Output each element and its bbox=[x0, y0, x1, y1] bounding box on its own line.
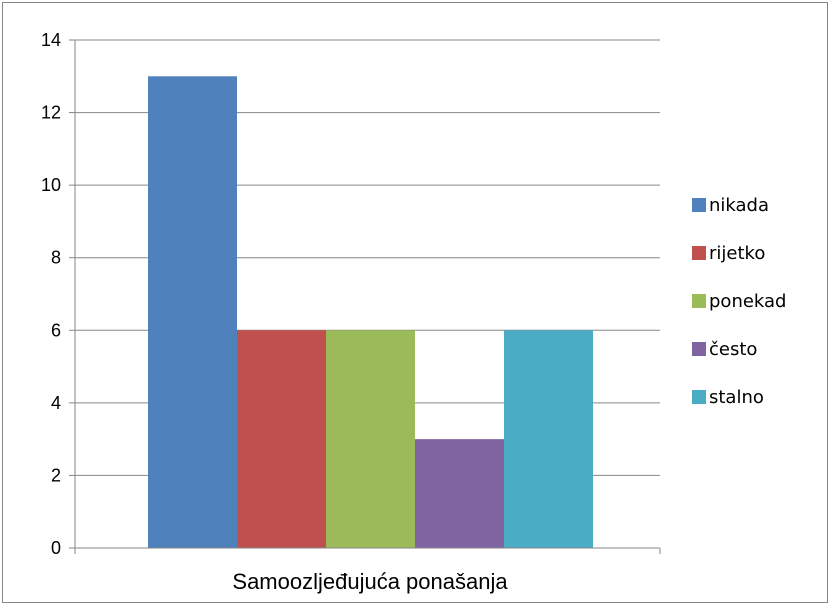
y-tick-label: 8 bbox=[51, 248, 61, 268]
bar-ponekad bbox=[326, 330, 415, 548]
legend-label-ponekad: ponekad bbox=[709, 291, 786, 312]
legend: nikada rijetko ponekad često stalno bbox=[692, 195, 786, 408]
legend-swatch-ponekad bbox=[692, 294, 706, 308]
bar-često bbox=[415, 439, 504, 548]
y-axis-ticks: 0 2 4 6 8 10 12 14 bbox=[41, 30, 75, 558]
legend-label-nikada: nikada bbox=[709, 195, 769, 216]
bars bbox=[148, 76, 593, 549]
y-tick-label: 12 bbox=[41, 103, 61, 123]
legend-swatch-stalno bbox=[692, 390, 706, 404]
y-tick-label: 10 bbox=[41, 175, 61, 195]
bar-nikada bbox=[148, 76, 237, 549]
legend-swatch-rijetko bbox=[692, 246, 706, 260]
y-tick-label: 0 bbox=[51, 538, 61, 558]
bar-rijetko bbox=[237, 330, 326, 548]
legend-swatch-često bbox=[692, 342, 706, 356]
legend-label-rijetko: rijetko bbox=[709, 243, 765, 264]
y-tick-label: 14 bbox=[41, 30, 61, 50]
legend-label-često: često bbox=[709, 339, 757, 360]
legend-swatch-nikada bbox=[692, 198, 706, 212]
y-tick-label: 2 bbox=[51, 465, 61, 485]
axes bbox=[74, 40, 661, 554]
legend-label-stalno: stalno bbox=[709, 387, 764, 408]
category-label: Samoozljeđujuća ponašanja bbox=[232, 569, 508, 594]
y-tick-label: 4 bbox=[51, 393, 61, 413]
bar-stalno bbox=[504, 330, 593, 548]
y-tick-label: 6 bbox=[51, 320, 61, 340]
